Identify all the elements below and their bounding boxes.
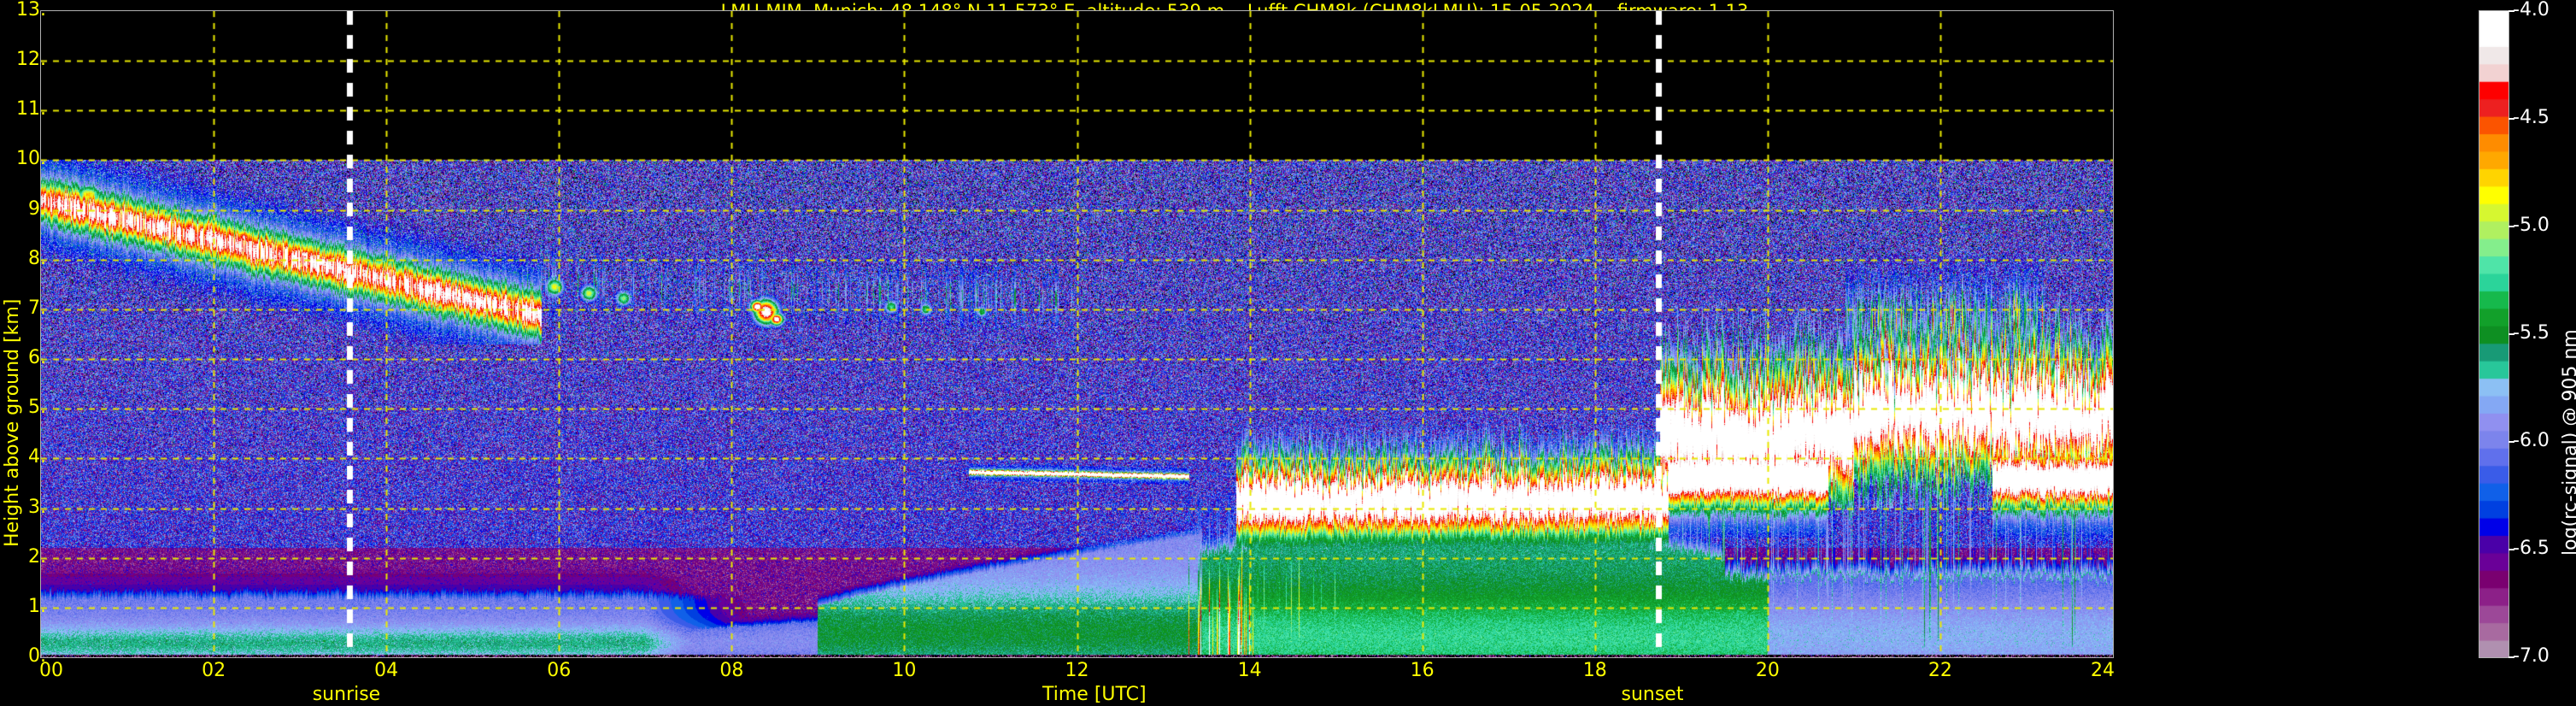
x-tick-0: 00 [39,660,63,681]
x-tick-2: 02 [202,660,226,681]
y-tick-2: 2. [28,545,46,568]
colorbar-tickmark-4 [2509,441,2514,443]
x-tick-8: 08 [719,660,744,681]
y-tick-6: 6. [28,347,46,369]
sunset-label: sunset [1621,684,1684,705]
x-tick-14: 14 [1237,660,1262,681]
colorbar-gradient [2479,11,2509,657]
y-tick-12: 12. [16,49,46,71]
x-tick-10: 10 [892,660,917,681]
colorbar-tick-1: -4.5 [2513,107,2550,128]
colorbar-tickmark-0 [2509,10,2514,12]
y-tick-3: 3. [28,496,46,518]
colorbar-tick-0: -4.0 [2513,0,2550,21]
backscatter-heatmap[interactable] [41,11,2113,657]
y-tick-8: 8. [28,247,46,269]
y-tick-7: 7. [28,297,46,319]
y-tick-4: 4. [28,446,46,468]
x-tick-24: 24 [2091,660,2115,681]
y-axis-label: Height above ground [km] [2,298,23,547]
colorbar [2479,10,2509,658]
x-tick-20: 20 [1755,660,1780,681]
y-tick-10: 10. [16,148,46,170]
x-tick-22: 22 [1928,660,1952,681]
colorbar-tick-2: -5.0 [2513,215,2550,236]
y-tick-0: 0. [28,645,46,667]
x-tick-4: 04 [374,660,399,681]
colorbar-tickmark-6 [2509,656,2514,658]
colorbar-tick-6: -7.0 [2513,645,2550,667]
colorbar-tickmark-5 [2509,549,2514,550]
x-axis-label: Time [UTC] [1042,684,1147,705]
colorbar-label: log(rc-signal) @ 905 nm [2560,329,2576,556]
colorbar-tick-5: -6.5 [2513,538,2550,559]
colorbar-tick-4: -6.0 [2513,430,2550,451]
x-tick-18: 18 [1582,660,1607,681]
colorbar-tick-3: -5.5 [2513,322,2550,344]
x-tick-16: 16 [1410,660,1435,681]
colorbar-tickmark-3 [2509,333,2514,335]
y-tick-5: 5. [28,397,46,419]
backscatter-plot-area[interactable] [40,10,2114,658]
x-tick-6: 06 [547,660,572,681]
y-tick-13: 13. [16,0,46,21]
y-tick-11: 11. [16,98,46,121]
y-tick-1: 1. [28,595,46,617]
sunrise-label: sunrise [312,684,381,705]
colorbar-tickmark-1 [2509,118,2514,120]
y-tick-9: 9. [28,197,46,220]
x-tick-12: 12 [1065,660,1089,681]
colorbar-tickmark-2 [2509,226,2514,227]
